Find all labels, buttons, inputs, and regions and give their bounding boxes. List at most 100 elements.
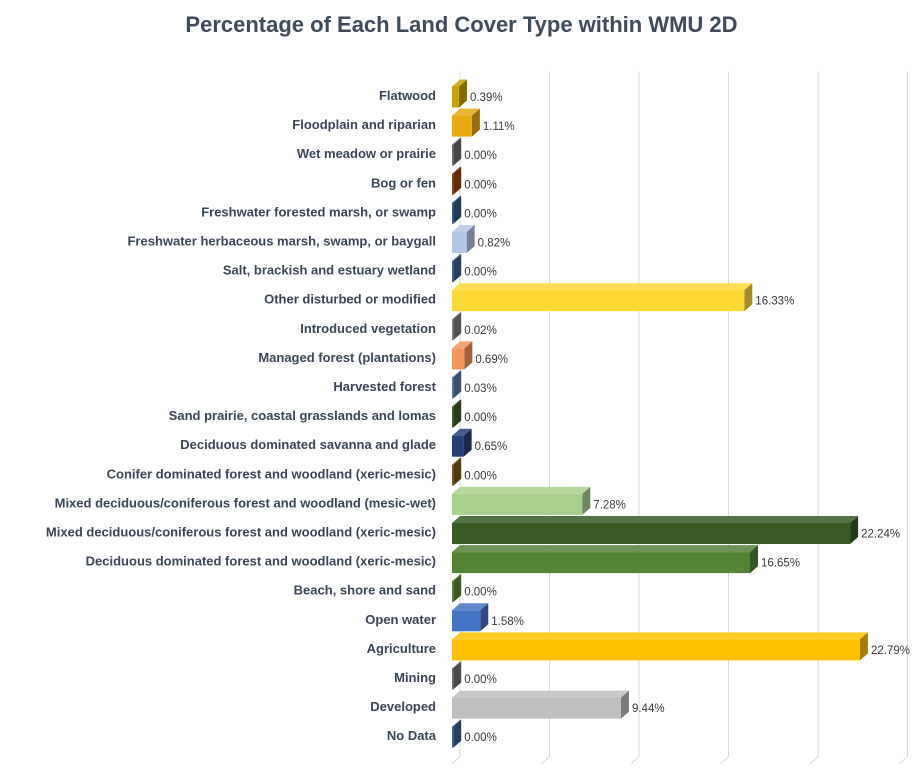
- bar-top-face: [452, 254, 462, 262]
- category-label: Managed forest (plantations): [258, 350, 436, 365]
- gridline-floor: [720, 756, 729, 765]
- bar-side-face: [480, 603, 489, 632]
- data-label: 16.65%: [761, 558, 800, 570]
- bar: [452, 108, 480, 137]
- category-label: Open water: [365, 612, 436, 627]
- bar: [452, 254, 462, 283]
- bar-side-face: [582, 486, 591, 515]
- category-label: Sand prairie, coastal grasslands and lom…: [169, 408, 436, 423]
- bar: [452, 166, 462, 195]
- bar: [452, 516, 859, 544]
- bar: [452, 79, 467, 108]
- bar: [452, 603, 489, 632]
- data-label: 0.00%: [464, 674, 497, 686]
- bar-side-face: [850, 516, 859, 544]
- bar: [452, 283, 753, 312]
- bar-top-face: [452, 486, 591, 494]
- data-label: 0.65%: [475, 441, 508, 453]
- category-label: Other disturbed or modified: [264, 292, 436, 307]
- gridline-floor: [451, 756, 461, 765]
- gridline-floor: [899, 756, 908, 765]
- bar-front-face: [452, 377, 454, 399]
- bar-front-face: [452, 668, 454, 690]
- bar-front-face: [452, 144, 454, 166]
- bar-top-face: [452, 574, 462, 582]
- category-label: Freshwater forested marsh, or swamp: [201, 204, 436, 219]
- category-label: Wet meadow or prairie: [297, 146, 436, 161]
- bar-top-face: [452, 399, 462, 407]
- bar-side-face: [859, 632, 868, 661]
- category-label: Deciduous dominated savanna and glade: [180, 437, 436, 452]
- bar-top-face: [452, 690, 629, 698]
- bar: [452, 341, 473, 370]
- bar-top-face: [452, 661, 462, 669]
- bar-top-face: [452, 457, 462, 465]
- data-label: 0.00%: [464, 150, 497, 162]
- data-label: 0.39%: [470, 92, 503, 104]
- category-label: Floodplain and riparian: [292, 117, 436, 132]
- bar-front-face: [452, 523, 851, 544]
- bar-side-face: [453, 166, 462, 195]
- data-label: 0.69%: [475, 354, 508, 366]
- category-label: Beach, shore and sand: [294, 583, 436, 598]
- bar-front-face: [452, 697, 621, 719]
- bar-side-face: [453, 254, 462, 283]
- bar-side-face: [453, 719, 462, 748]
- bar-side-face: [453, 574, 462, 603]
- category-label: Salt, brackish and estuary wetland: [223, 263, 436, 278]
- bar-top-face: [452, 516, 859, 523]
- category-label: Freshwater herbaceous marsh, swamp, or b…: [127, 234, 436, 249]
- bar-side-face: [744, 283, 753, 312]
- bar-front-face: [452, 173, 454, 195]
- category-label: No Data: [387, 728, 437, 743]
- bar-top-face: [452, 166, 462, 174]
- bar: [452, 632, 868, 661]
- category-label: Conifer dominated forest and woodland (x…: [107, 466, 436, 481]
- bar-top-face: [452, 632, 868, 640]
- bar-top-face: [452, 719, 462, 727]
- bar-front-face: [452, 86, 459, 108]
- bar-top-face: [452, 79, 467, 87]
- data-label: 0.00%: [464, 208, 497, 220]
- bar-front-face: [452, 406, 454, 428]
- bar: [452, 137, 462, 166]
- gridline-floor: [809, 756, 819, 765]
- bar: [452, 545, 759, 574]
- bar-side-face: [453, 137, 462, 166]
- data-label: 9.44%: [632, 703, 665, 715]
- bar-top-face: [452, 108, 480, 116]
- bar-front-face: [452, 261, 454, 283]
- chart-title: Percentage of Each Land Cover Type withi…: [185, 12, 738, 37]
- category-label: Harvested forest: [333, 379, 436, 394]
- category-label: Mixed deciduous/coniferous forest and wo…: [46, 525, 436, 540]
- bar-front-face: [452, 464, 454, 486]
- bar-front-face: [452, 552, 751, 574]
- bar-side-face: [453, 457, 462, 486]
- gridline-floor: [541, 756, 550, 765]
- data-label: 0.00%: [464, 412, 497, 424]
- bar-front-face: [452, 726, 454, 748]
- bar: [452, 486, 591, 515]
- bar: [452, 661, 462, 690]
- bar-side-face: [471, 108, 480, 137]
- bar-side-face: [453, 370, 462, 399]
- category-label: Bog or fen: [371, 175, 436, 190]
- category-label: Developed: [370, 699, 436, 714]
- bar-top-face: [452, 195, 462, 203]
- bar-front-face: [452, 232, 467, 253]
- gridline-floor: [630, 756, 640, 765]
- bar-side-face: [453, 661, 462, 690]
- bar: [452, 457, 462, 486]
- data-label: 0.00%: [464, 267, 497, 279]
- bar-top-face: [452, 428, 472, 436]
- data-label: 0.02%: [464, 325, 497, 337]
- labels: Flatwood 0.39% Floodplain and riparian 1.11…: [46, 88, 910, 744]
- category-label: Mixed deciduous/coniferous forest and wo…: [55, 495, 436, 510]
- bar: [452, 399, 462, 428]
- bar-front-face: [452, 610, 481, 632]
- bar-front-face: [452, 319, 454, 341]
- data-label: 16.33%: [755, 296, 794, 308]
- bar-side-face: [453, 195, 462, 224]
- data-label: 0.00%: [464, 732, 497, 744]
- bar-side-face: [620, 690, 629, 719]
